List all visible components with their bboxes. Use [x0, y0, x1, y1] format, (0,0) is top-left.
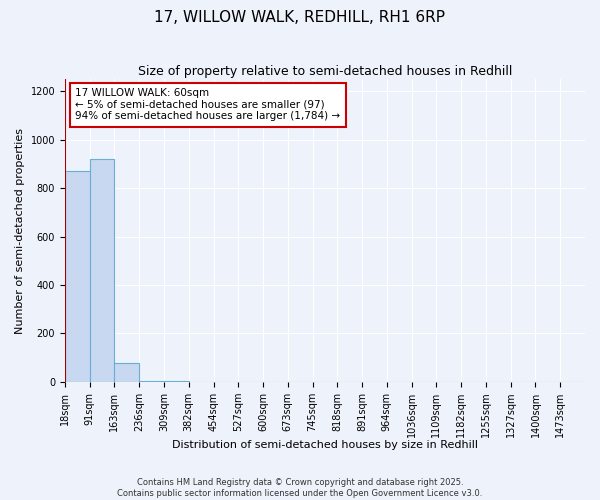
Text: 17, WILLOW WALK, REDHILL, RH1 6RP: 17, WILLOW WALK, REDHILL, RH1 6RP	[155, 10, 445, 25]
Title: Size of property relative to semi-detached houses in Redhill: Size of property relative to semi-detach…	[138, 65, 512, 78]
Bar	[89, 159, 115, 382]
X-axis label: Distribution of semi-detached houses by size in Redhill: Distribution of semi-detached houses by …	[172, 440, 478, 450]
Text: Contains HM Land Registry data © Crown copyright and database right 2025.
Contai: Contains HM Land Registry data © Crown c…	[118, 478, 482, 498]
Text: 17 WILLOW WALK: 60sqm
← 5% of semi-detached houses are smaller (97)
94% of semi-: 17 WILLOW WALK: 60sqm ← 5% of semi-detac…	[76, 88, 340, 122]
Y-axis label: Number of semi-detached properties: Number of semi-detached properties	[15, 128, 25, 334]
Bar	[65, 171, 89, 382]
Bar	[139, 380, 164, 382]
Bar	[115, 362, 139, 382]
